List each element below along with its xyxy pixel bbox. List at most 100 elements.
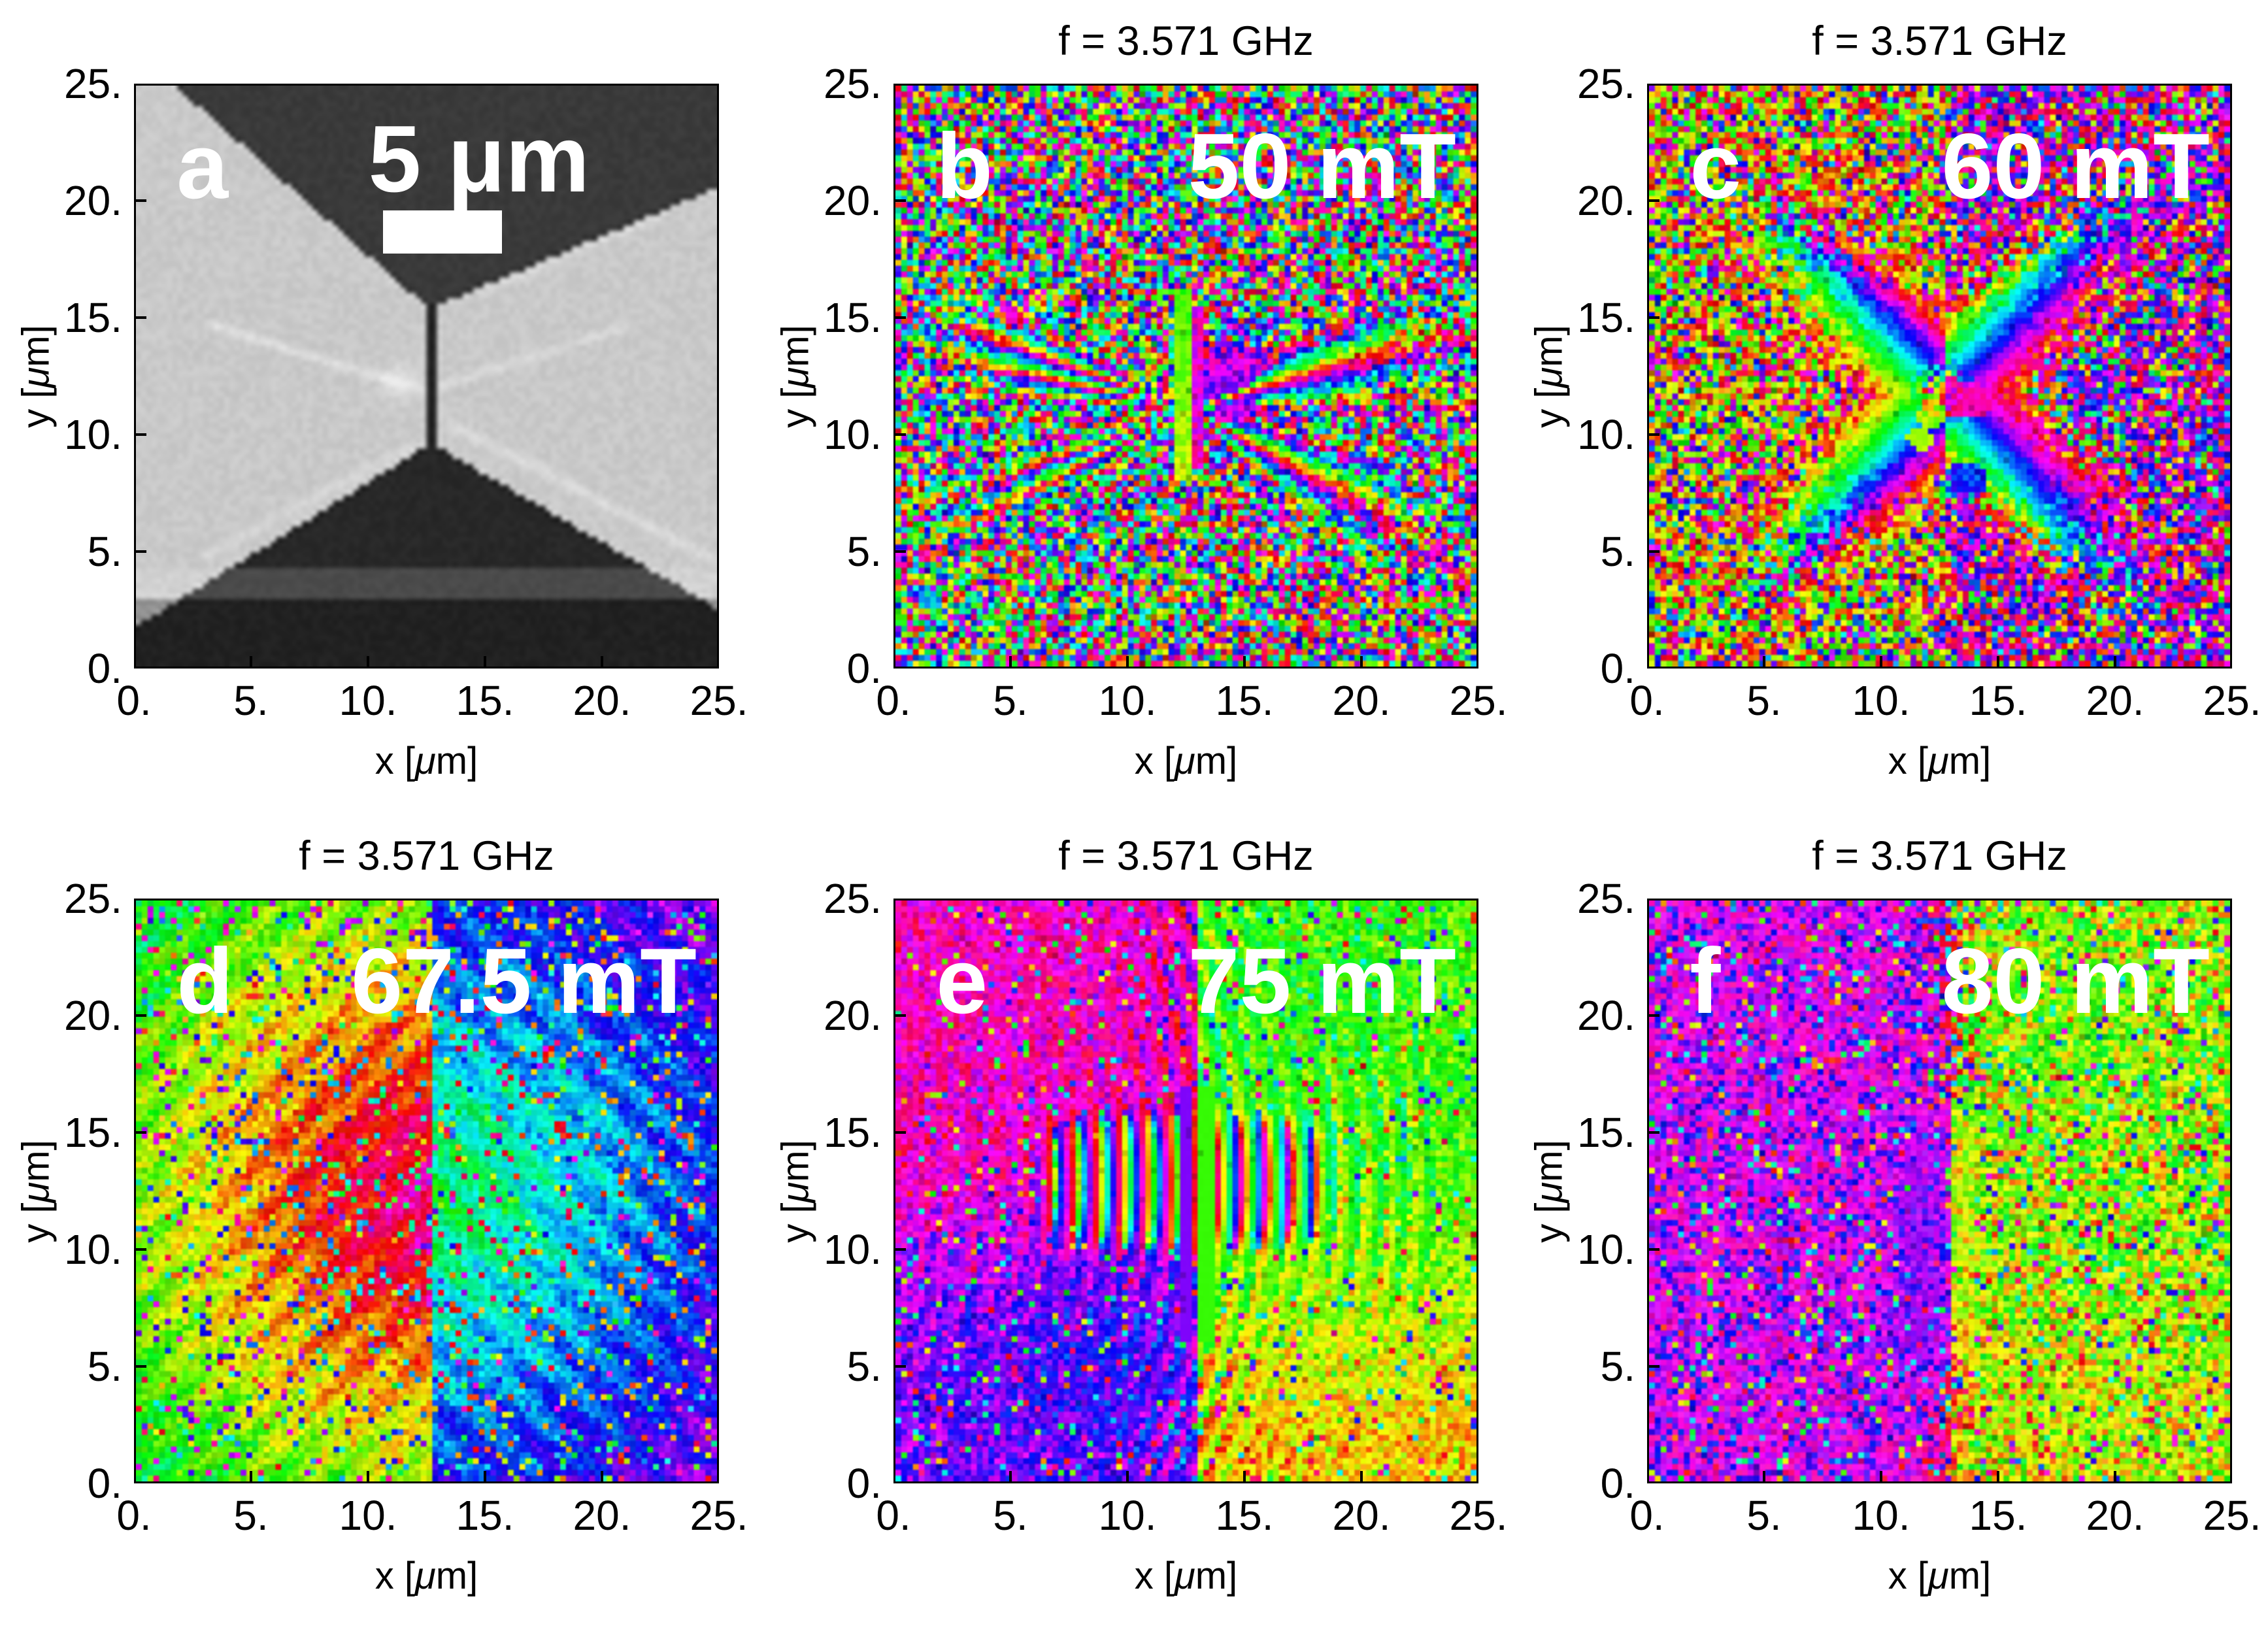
x-tick-label: 10. [1098, 677, 1157, 724]
x-tick-label: 15. [1969, 1492, 2027, 1539]
x-axis-label-text: x [ [1888, 1555, 1928, 1597]
panel-a: y [μm] a 5 μm 0. 0. 5. 5. 10. 10. 15. 15. 20. 20.… [15, 60, 748, 782]
y-tick-label: 10. [824, 411, 882, 458]
y-tick-label: 15. [64, 1109, 122, 1156]
y-axis-label-unit: m] [14, 324, 58, 367]
optical-image-canvas [136, 86, 717, 667]
x-tick-label: 15. [1215, 1492, 1274, 1539]
y-tick-label: 0. [846, 1460, 882, 1507]
y-axis-label-text: y [ [14, 387, 58, 428]
y-tick-label: 25. [1577, 875, 1635, 922]
x-axis-label-unit: m] [435, 740, 478, 782]
x-axis-label-text: x [ [1134, 1555, 1175, 1597]
y-tick-label: 20. [64, 177, 122, 224]
x-tick-label: 25. [1449, 677, 1508, 724]
mu-symbol: μ [1928, 740, 1949, 782]
x-tick-label: 15. [1969, 677, 2027, 724]
x-axis-label-unit: m] [1195, 1555, 1238, 1597]
y-axis-label: y [μm] [774, 325, 818, 427]
x-tick-label: 0. [876, 1492, 911, 1539]
panel-title [29, 16, 824, 67]
y-tick-label: 20. [824, 177, 882, 224]
y-tick-label: 15. [1577, 294, 1635, 341]
y-tick-label: 25. [1577, 60, 1635, 107]
x-tick-label: 25. [2203, 677, 2261, 724]
x-tick-label: 0. [116, 677, 152, 724]
x-axis-label: x [μm] [134, 1554, 719, 1598]
x-tick-label: 5. [993, 677, 1028, 724]
panel-letter: b [936, 114, 993, 219]
x-tick-label: 15. [456, 677, 514, 724]
x-axis-label: x [μm] [1647, 1554, 2232, 1598]
y-tick-label: 20. [824, 992, 882, 1039]
x-tick-label: 20. [573, 677, 631, 724]
mu-symbol: μ [774, 367, 817, 388]
mu-symbol: μ [774, 1181, 817, 1202]
mu-symbol: μ [1175, 1555, 1195, 1597]
mu-symbol: μ [1527, 1181, 1571, 1202]
x-tick-label: 15. [456, 1492, 514, 1539]
x-tick-label: 0. [116, 1492, 152, 1539]
panel-d: f = 3.571 GHz y [μm] d 67.5 mT 0. 0. 5. 5. 1… [15, 833, 748, 1597]
panel-letter: f [1690, 929, 1721, 1034]
y-tick-label: 5. [1600, 1343, 1635, 1390]
panel-c: f = 3.571 GHz y [μm] c 60 mT 0. 0. 5. 5. 10.… [1528, 18, 2261, 782]
kerr-map-canvas [1649, 900, 2230, 1481]
y-tick-label: 0. [1600, 1460, 1635, 1507]
scale-bar [382, 210, 503, 254]
x-tick-label: 5. [233, 1492, 269, 1539]
x-axis-label-unit: m] [1948, 740, 1992, 782]
x-tick-label: 20. [2086, 677, 2144, 724]
mu-symbol: μ [1527, 367, 1571, 388]
x-axis-label-unit: m] [1195, 740, 1238, 782]
x-tick-label: 10. [1852, 677, 1910, 724]
y-axis-label: y [μm] [14, 1140, 58, 1242]
y-axis-label: y [μm] [1527, 325, 1571, 427]
x-tick-label: 5. [1746, 1492, 1782, 1539]
x-axis-label-unit: m] [1948, 1555, 1992, 1597]
y-tick-label: 0. [87, 1460, 122, 1507]
panel-letter: e [936, 929, 988, 1034]
mu-symbol: μ [14, 1181, 58, 1202]
y-tick-label: 10. [824, 1226, 882, 1273]
plot-area: b 50 mT [893, 84, 1478, 669]
y-tick-label: 15. [824, 294, 882, 341]
panel-title: f = 3.571 GHz [1812, 833, 2067, 879]
x-tick-label: 10. [1852, 1492, 1910, 1539]
y-axis-label-unit: m] [14, 1139, 58, 1182]
x-tick-label: 20. [2086, 1492, 2144, 1539]
y-tick-label: 0. [846, 645, 882, 692]
x-tick-label: 10. [339, 677, 397, 724]
y-tick-label: 25. [824, 875, 882, 922]
x-tick-label: 5. [993, 1492, 1028, 1539]
plot-area: d 67.5 mT [134, 899, 719, 1483]
panel-title: f = 3.571 GHz [1058, 833, 1314, 879]
field-label: 50 mT [1188, 114, 1456, 219]
plot-area: e 75 mT [893, 899, 1478, 1483]
y-axis-label-text: y [ [1527, 387, 1571, 428]
y-axis-label-text: y [ [774, 1202, 817, 1243]
y-tick-label: 20. [64, 992, 122, 1039]
plot-area: f 80 mT [1647, 899, 2232, 1483]
x-axis-label-text: x [ [1134, 740, 1175, 782]
plot-area: c 60 mT [1647, 84, 2232, 669]
mu-symbol: μ [1928, 1555, 1949, 1597]
y-tick-label: 15. [64, 294, 122, 341]
y-axis-label-unit: m] [1527, 324, 1571, 367]
y-tick-label: 20. [1577, 177, 1635, 224]
field-label: 67.5 mT [351, 929, 697, 1034]
x-axis-label: x [μm] [893, 1554, 1478, 1598]
field-label: 80 mT [1941, 929, 2210, 1034]
panel-b: f = 3.571 GHz y [μm] b 50 mT 0. 0. 5. 5. 10.… [775, 18, 1508, 782]
panel-title: f = 3.571 GHz [299, 833, 554, 879]
y-tick-label: 10. [1577, 1226, 1635, 1273]
mu-symbol: μ [14, 367, 58, 388]
panel-letter: d [176, 929, 233, 1034]
kerr-map-canvas [1649, 86, 2230, 667]
x-tick-label: 0. [1629, 677, 1665, 724]
y-tick-label: 0. [1600, 645, 1635, 692]
x-axis-label-text: x [ [1888, 740, 1928, 782]
x-axis-label: x [μm] [134, 739, 719, 783]
y-tick-label: 20. [1577, 992, 1635, 1039]
